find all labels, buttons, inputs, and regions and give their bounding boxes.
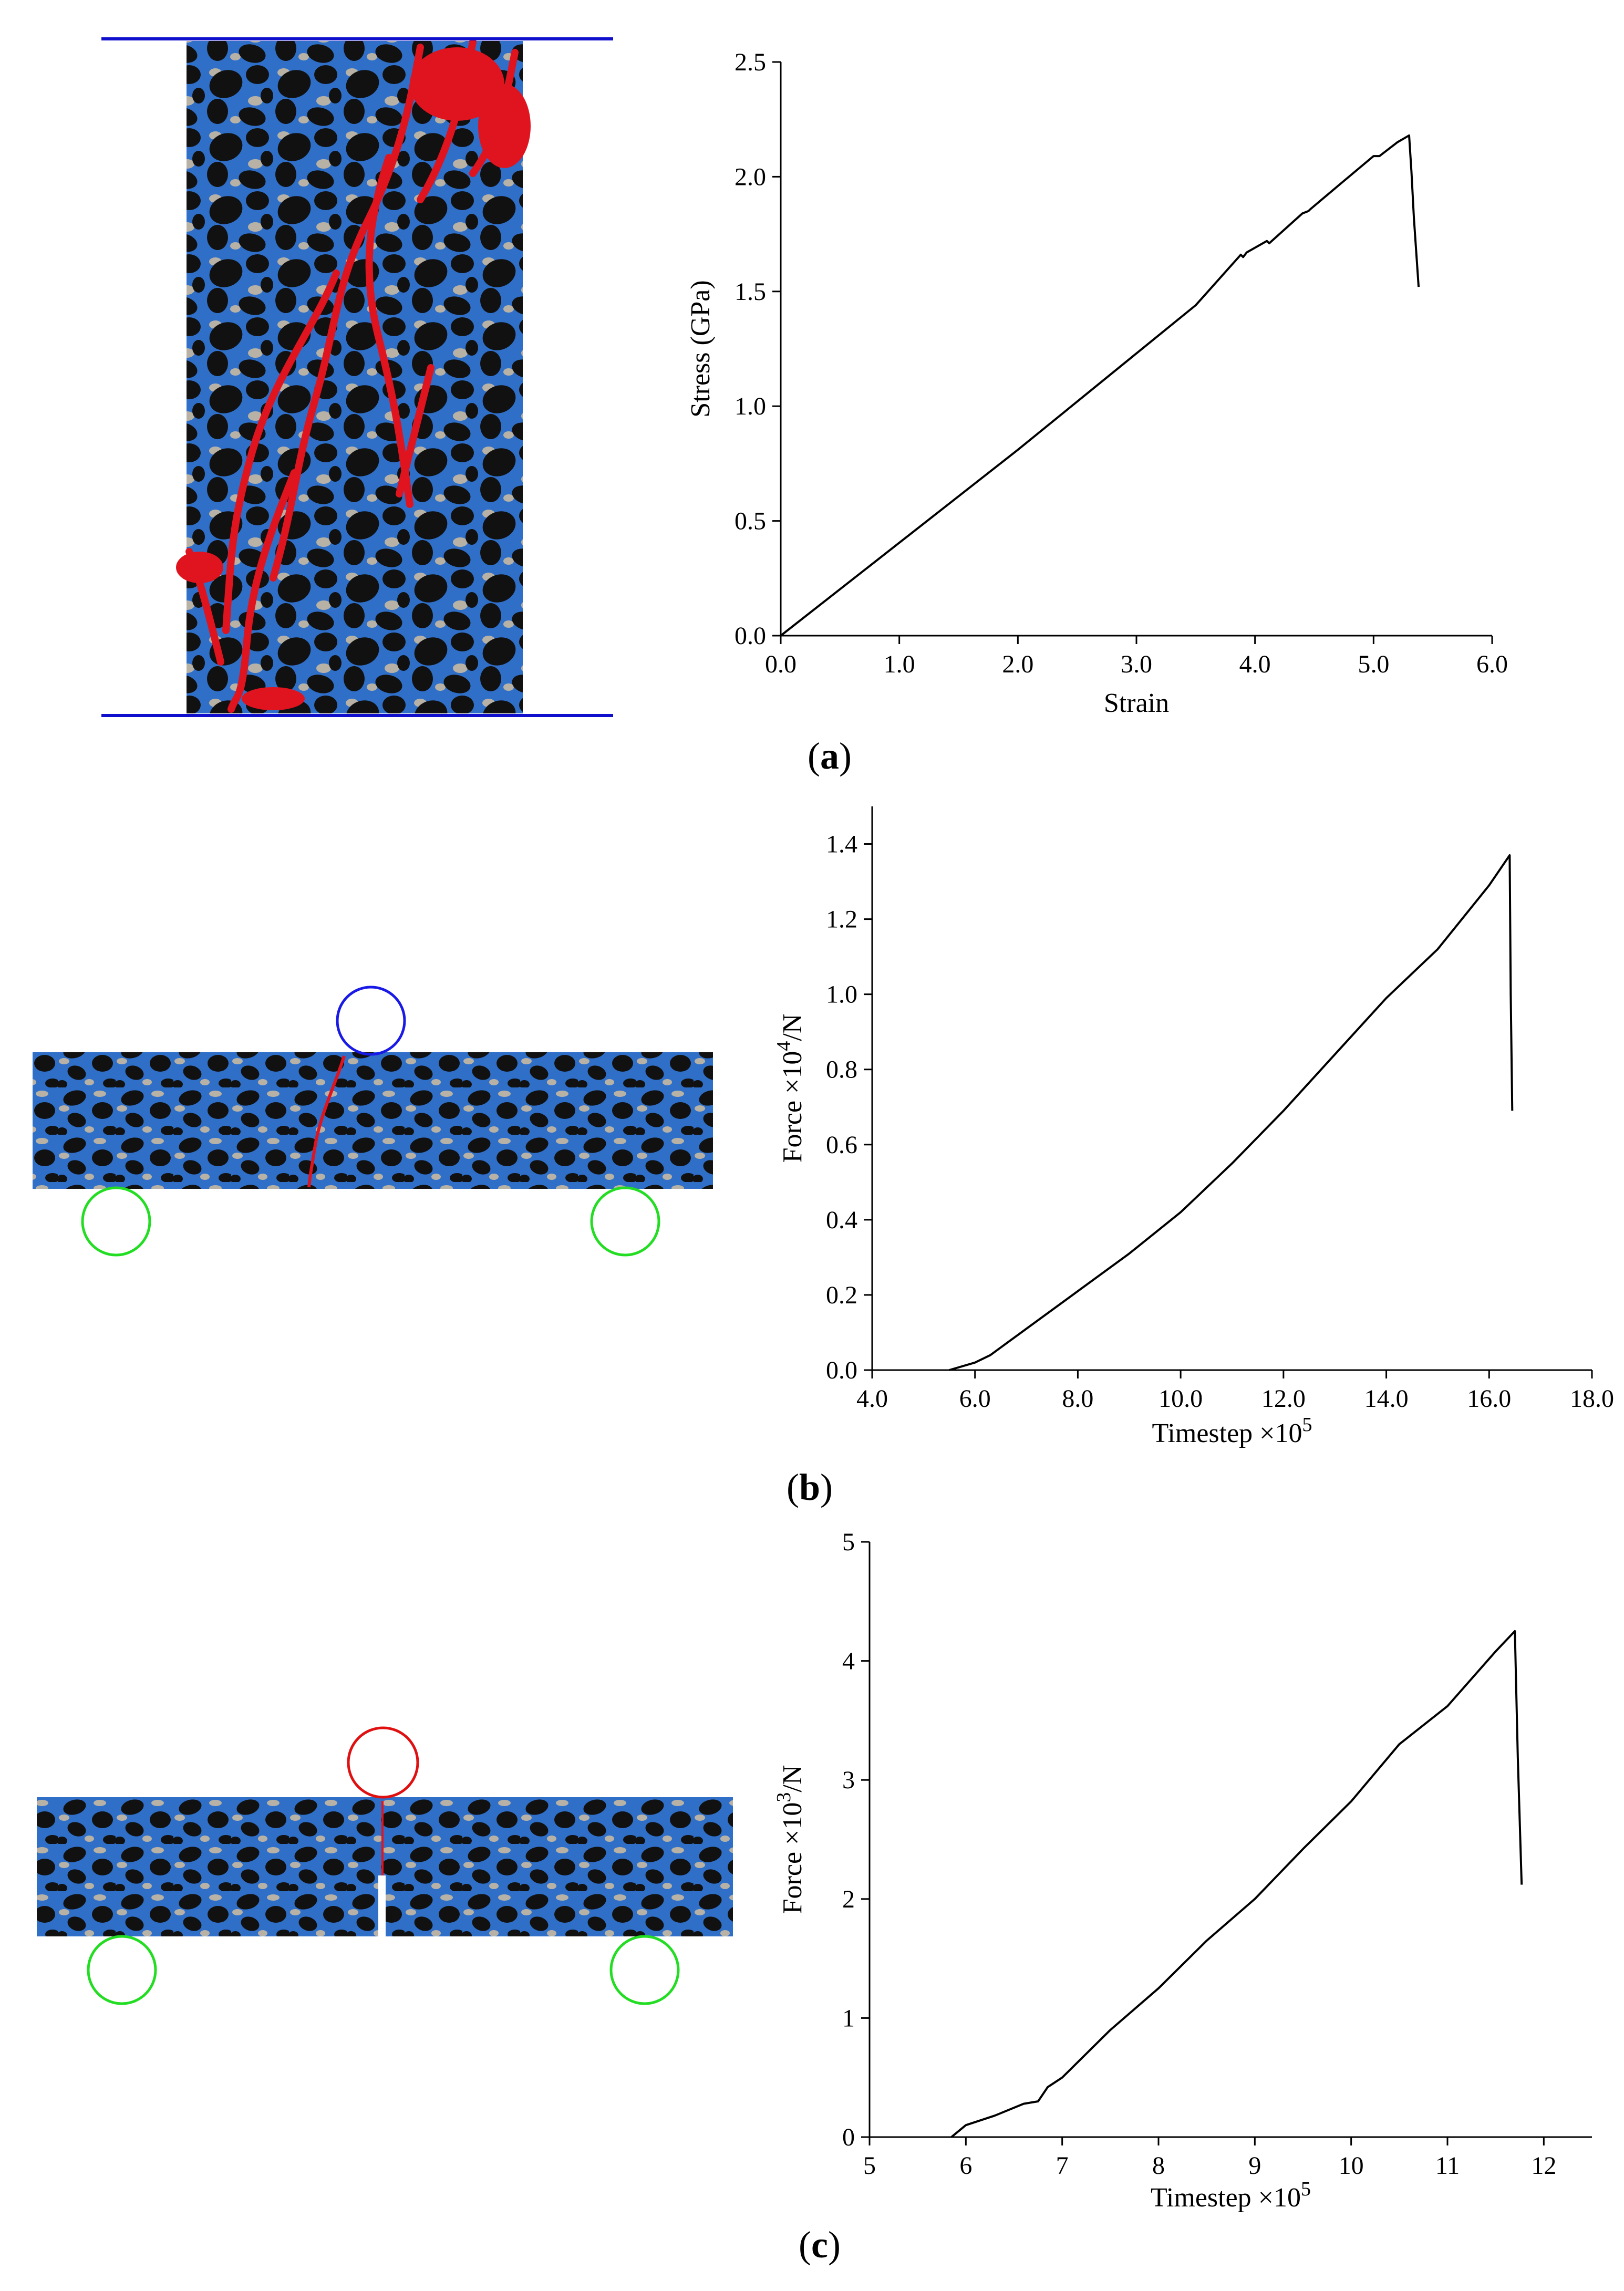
x-tick-label: 8 bbox=[1152, 2152, 1165, 2180]
y-axis-title-suffix: /N bbox=[778, 1014, 808, 1041]
x-tick-label: 0.0 bbox=[765, 650, 797, 678]
left-support bbox=[87, 1935, 157, 2005]
panel-label-a-text: a bbox=[820, 735, 839, 777]
series-line bbox=[950, 1630, 1523, 2138]
loading-roller bbox=[347, 1726, 419, 1799]
panel-label-c: (c) bbox=[799, 2224, 841, 2266]
y-tick-label: 0.5 bbox=[735, 507, 766, 535]
x-tick-label: 6.0 bbox=[959, 1385, 991, 1413]
y-tick-label: 3 bbox=[842, 1766, 855, 1794]
specimen-b-beam bbox=[33, 1052, 713, 1189]
y-axis-title: Force ×104/N bbox=[773, 1014, 808, 1163]
x-tick-label: 9 bbox=[1248, 2152, 1261, 2180]
y-axis-title-suffix: /N bbox=[778, 1765, 808, 1792]
x-tick-label: 3.0 bbox=[1121, 650, 1152, 678]
x-tick-label: 14.0 bbox=[1364, 1385, 1409, 1413]
chart-b: 4.0 6.0 8.0 10.0 12.0 14.0 16.0 18.0 0.0 0.2 0.4 0.… bbox=[773, 806, 1614, 1448]
y-tick-label: 1.0 bbox=[826, 981, 857, 1009]
x-tick-label: 10.0 bbox=[1158, 1385, 1203, 1413]
notch bbox=[378, 1875, 386, 1936]
y-axis-title-exponent: 4 bbox=[773, 1041, 795, 1051]
series-line bbox=[780, 134, 1420, 637]
y-tick-label: 2 bbox=[842, 1885, 855, 1913]
y-tick-label: 0 bbox=[842, 2123, 855, 2151]
panel-label-a: (a) bbox=[808, 735, 852, 777]
x-tick-label: 8.0 bbox=[1062, 1385, 1093, 1413]
y-tick-label: 1.5 bbox=[735, 278, 766, 306]
y-tick-label: 0.2 bbox=[826, 1281, 857, 1309]
y-tick-label: 5 bbox=[842, 1528, 855, 1556]
x-tick-label: 5.0 bbox=[1358, 650, 1389, 678]
panel-label-b-text: b bbox=[799, 1466, 821, 1508]
x-tick-label: 7 bbox=[1056, 2152, 1069, 2180]
right-support bbox=[590, 1186, 660, 1257]
x-tick-label: 4.0 bbox=[856, 1385, 888, 1413]
specimen-a bbox=[101, 37, 613, 717]
left-support bbox=[81, 1186, 151, 1257]
y-tick-label: 0.4 bbox=[826, 1206, 857, 1234]
x-tick-label: 18.0 bbox=[1570, 1385, 1614, 1413]
y-tick-label: 0.8 bbox=[826, 1056, 857, 1084]
x-axis-title: Timestep ×105 bbox=[1151, 2178, 1311, 2213]
y-tick-label: 4 bbox=[842, 1647, 855, 1675]
x-axis-title-exponent: 5 bbox=[1301, 2178, 1311, 2200]
right-support bbox=[609, 1935, 680, 2005]
x-tick-label: 11 bbox=[1435, 2152, 1460, 2180]
specimen-c bbox=[37, 1726, 733, 2005]
chart-a: 0.0 1.0 2.0 3.0 4.0 5.0 6.0 0.0 0.5 1.0 1.5 2.0 2.5 S… bbox=[686, 48, 1508, 718]
specimen-a-body bbox=[187, 41, 523, 713]
y-tick-label: 2.5 bbox=[735, 48, 766, 76]
y-tick-label: 1 bbox=[842, 2004, 855, 2032]
x-tick-label: 2.0 bbox=[1002, 650, 1033, 678]
x-axis-title: Strain bbox=[1104, 688, 1169, 718]
series-line bbox=[949, 854, 1514, 1371]
panel-label-c-text: c bbox=[811, 2224, 828, 2266]
y-tick-label: 0.0 bbox=[735, 622, 766, 650]
x-tick-label: 12.0 bbox=[1261, 1385, 1306, 1413]
y-tick-label: 1.4 bbox=[826, 831, 857, 858]
y-tick-label: 1.2 bbox=[826, 906, 857, 934]
x-tick-label: 5 bbox=[863, 2152, 876, 2180]
crack-b bbox=[307, 1055, 346, 1188]
panel-label-b: (b) bbox=[787, 1466, 833, 1508]
x-tick-label: 4.0 bbox=[1239, 650, 1271, 678]
crack-clusters bbox=[176, 47, 531, 710]
y-axis-title: Force ×103/N bbox=[773, 1765, 808, 1914]
y-axis-title: Stress (GPa) bbox=[686, 280, 716, 417]
x-tick-label: 1.0 bbox=[884, 650, 915, 678]
x-tick-label: 6 bbox=[959, 2152, 972, 2180]
x-tick-label: 6.0 bbox=[1476, 650, 1508, 678]
y-tick-label: 0.6 bbox=[826, 1131, 857, 1159]
y-axis-title-exponent: 3 bbox=[773, 1792, 795, 1802]
loading-roller bbox=[336, 986, 406, 1056]
x-axis-title-exponent: 5 bbox=[1302, 1414, 1312, 1436]
x-tick-label: 16.0 bbox=[1467, 1385, 1511, 1413]
x-axis-title: Timestep ×105 bbox=[1152, 1414, 1312, 1448]
x-tick-label: 10 bbox=[1339, 2152, 1364, 2180]
y-tick-label: 2.0 bbox=[735, 163, 766, 191]
y-tick-label: 0.0 bbox=[826, 1356, 857, 1384]
x-tick-label: 12 bbox=[1531, 2152, 1556, 2180]
specimen-b bbox=[33, 986, 713, 1257]
y-tick-label: 1.0 bbox=[735, 392, 766, 420]
